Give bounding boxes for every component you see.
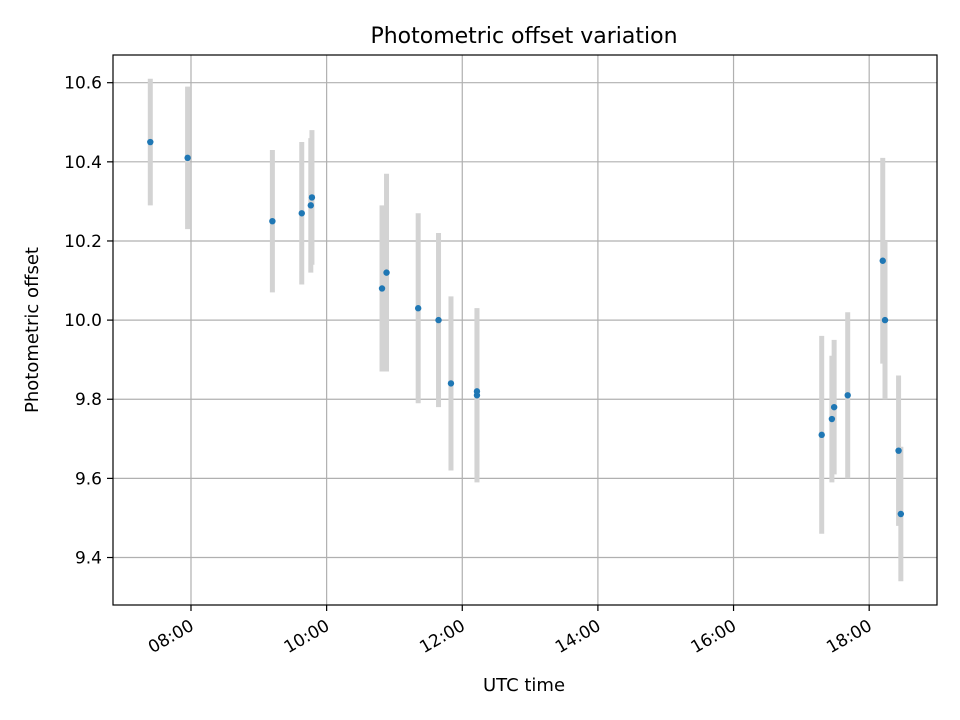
data-point (897, 510, 905, 518)
data-point (147, 138, 154, 146)
data-point (269, 217, 276, 225)
y-tick-label: 9.8 (75, 390, 102, 410)
y-axis-label: Photometric offset (22, 247, 43, 413)
y-tick-label: 9.4 (75, 549, 102, 569)
data-point (184, 154, 191, 162)
x-axis-label: UTC time (483, 675, 565, 696)
data-point (447, 380, 455, 387)
y-axis-ticks: 9.4 9.6 9.8 10.0 10.2 10.4 10.6 (64, 74, 113, 569)
y-tick-label: 9.6 (75, 469, 102, 489)
x-tick-label: 14:00 (552, 616, 604, 658)
x-tick-label: 12:00 (416, 616, 468, 658)
x-tick-label: 18:00 (823, 616, 875, 658)
data-point (830, 403, 838, 411)
data-point (895, 447, 902, 454)
y-tick-label: 10.0 (64, 311, 102, 331)
chart-title: Photometric offset variation (370, 24, 677, 49)
data-point (881, 316, 889, 324)
y-tick-label: 10.4 (64, 153, 102, 173)
error-bars (147, 78, 904, 582)
x-tick-label: 10:00 (281, 616, 333, 658)
data-point (414, 305, 422, 312)
grid (113, 55, 937, 605)
x-axis-ticks: 08:00 10:00 12:00 14:00 16:00 18:00 (145, 605, 876, 658)
y-tick-label: 10.6 (64, 74, 102, 94)
data-point (879, 257, 886, 264)
data-points (147, 138, 905, 518)
data-point (307, 202, 315, 209)
data-point (818, 431, 825, 439)
data-point (383, 269, 390, 276)
data-point (473, 392, 481, 399)
data-point (844, 392, 851, 399)
data-point (378, 285, 386, 292)
y-tick-label: 10.2 (64, 232, 102, 252)
data-point (298, 210, 305, 217)
x-tick-label: 16:00 (688, 616, 740, 658)
data-point (435, 316, 442, 324)
x-tick-label: 08:00 (145, 616, 197, 658)
data-point (828, 415, 836, 423)
plot-frame (112, 54, 938, 606)
data-point (308, 194, 316, 201)
